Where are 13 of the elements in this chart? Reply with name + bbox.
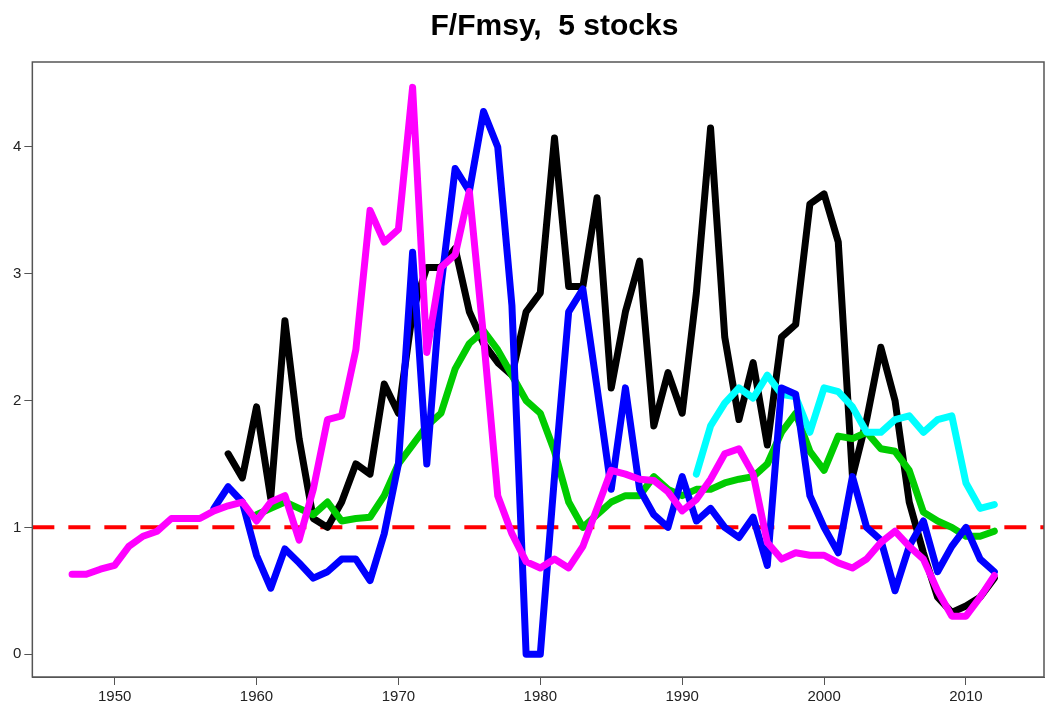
y-tick-label: 1: [13, 517, 22, 535]
x-tick-label: 1950: [97, 687, 132, 705]
y-tick-label: 3: [13, 263, 22, 281]
y-tick-label: 0: [13, 644, 22, 662]
x-tick-label: 1980: [523, 687, 557, 705]
x-tick-label: 1990: [665, 687, 699, 705]
x-tick-label: 1970: [381, 687, 416, 705]
x-tick-label: 2010: [949, 687, 983, 705]
x-tick-label: 1960: [239, 687, 274, 705]
x-tick-label: 2000: [807, 687, 841, 705]
chart-title: F/Fmsy, 5 stocks: [429, 7, 680, 43]
y-tick-label: 2: [13, 390, 22, 408]
y-tick-label: 4: [13, 137, 22, 155]
